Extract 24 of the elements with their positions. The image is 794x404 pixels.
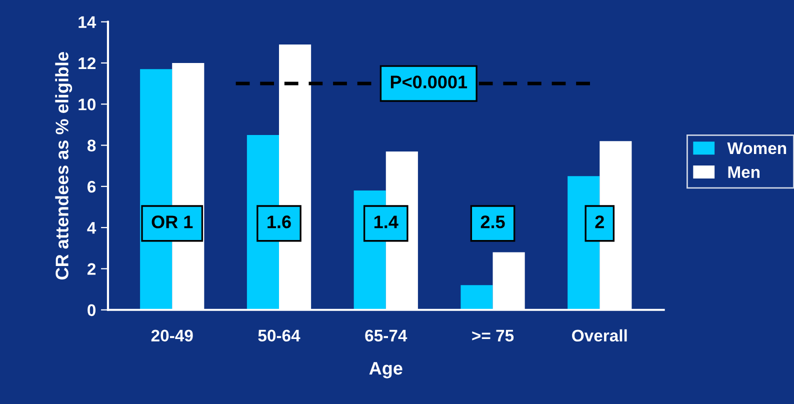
annotation: 2.5 (480, 216, 505, 228)
y-tick-label: 6 (88, 180, 96, 193)
bar (460, 285, 493, 310)
y-tick-label: 12 (78, 57, 96, 70)
x-tick-label: 65-74 (365, 330, 408, 342)
annotation: 1.4 (374, 216, 398, 228)
y-tick-label: 4 (87, 222, 96, 234)
legend-label: Women (727, 142, 786, 154)
annotation: OR 1 (152, 216, 193, 228)
ref-line-label: P<0.0001 (390, 76, 468, 88)
legend-label: Men (728, 166, 760, 178)
x-tick-label: 50-64 (258, 330, 300, 342)
x-tick-label: >= 75 (472, 330, 514, 342)
y-tick-label: 0 (88, 304, 96, 316)
x-axis-title: Age (369, 362, 402, 378)
x-tick-label: 20-49 (151, 330, 193, 342)
x-tick-label: Overall (572, 329, 627, 342)
y-tick-label: 10 (78, 98, 96, 110)
y-tick-label: 2 (87, 263, 96, 275)
annotation: 1.6 (268, 216, 291, 228)
y-axis-title: CR attendees as % eligible (55, 52, 72, 280)
y-tick-label: 8 (87, 140, 96, 152)
y-tick-label: 14 (78, 16, 96, 28)
annotation: 2 (595, 216, 604, 228)
